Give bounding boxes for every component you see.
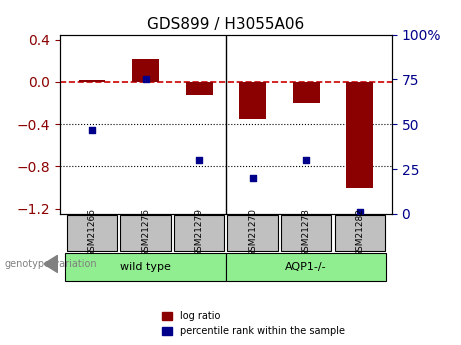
Text: GSM21270: GSM21270: [248, 208, 257, 257]
Legend: log ratio, percentile rank within the sample: log ratio, percentile rank within the sa…: [159, 307, 349, 340]
Text: GSM21279: GSM21279: [195, 208, 204, 257]
FancyBboxPatch shape: [281, 215, 331, 251]
Bar: [186, 82, 213, 95]
Point: [302, 157, 310, 163]
Text: GSM21266: GSM21266: [88, 208, 96, 257]
Point: [195, 157, 203, 163]
FancyBboxPatch shape: [226, 253, 386, 282]
FancyBboxPatch shape: [67, 215, 117, 251]
Bar: [79, 80, 106, 82]
Polygon shape: [44, 255, 58, 273]
Point: [356, 209, 363, 215]
Text: GSM21282: GSM21282: [355, 208, 364, 257]
Bar: [293, 82, 319, 103]
Text: wild type: wild type: [120, 263, 171, 272]
FancyBboxPatch shape: [120, 215, 171, 251]
Bar: [346, 82, 373, 188]
FancyBboxPatch shape: [227, 215, 278, 251]
Point: [249, 175, 256, 181]
Text: GSM21276: GSM21276: [141, 208, 150, 257]
Bar: [132, 59, 159, 82]
Text: GSM21273: GSM21273: [301, 208, 311, 257]
FancyBboxPatch shape: [65, 253, 226, 282]
Point: [89, 127, 96, 132]
Text: AQP1-/-: AQP1-/-: [285, 263, 327, 272]
Title: GDS899 / H3055A06: GDS899 / H3055A06: [147, 17, 305, 32]
Point: [142, 77, 149, 82]
Bar: [239, 82, 266, 119]
Text: genotype/variation: genotype/variation: [5, 259, 97, 269]
FancyBboxPatch shape: [335, 215, 385, 251]
FancyBboxPatch shape: [174, 215, 225, 251]
